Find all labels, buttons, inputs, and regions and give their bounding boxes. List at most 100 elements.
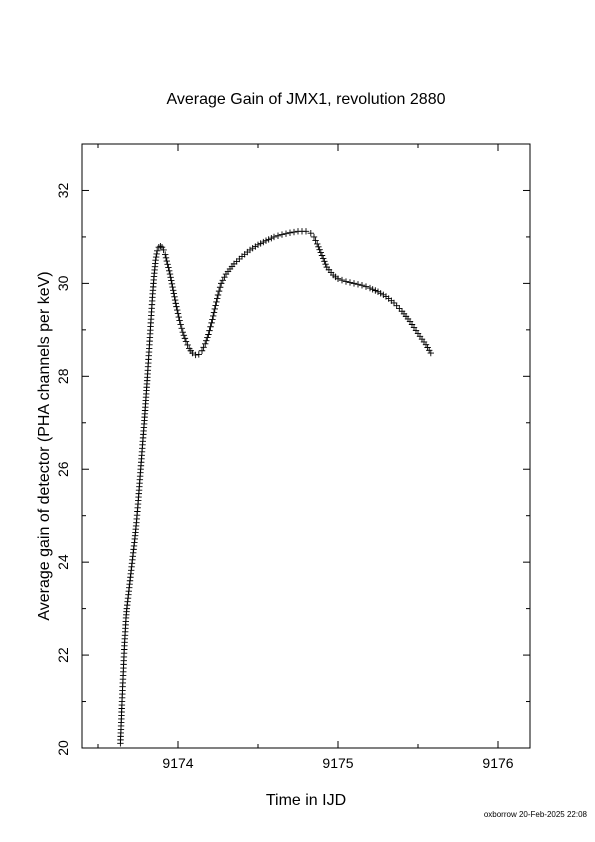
data-point	[214, 291, 222, 299]
data-point	[174, 310, 182, 317]
data-point	[377, 290, 384, 297]
data-point	[310, 233, 318, 241]
data-point	[302, 228, 310, 235]
footer-timestamp: oxborrow 20-Feb-2025 22:08	[484, 810, 588, 819]
data-point	[182, 338, 190, 345]
data-point	[174, 306, 181, 314]
data-point	[312, 237, 319, 244]
data-point	[180, 332, 188, 339]
data-point	[426, 347, 433, 354]
data-point	[162, 251, 169, 258]
data-point	[202, 340, 209, 347]
data-point	[178, 325, 185, 332]
data-point	[315, 243, 322, 250]
data-point	[210, 312, 217, 320]
y-tick-label: 30	[55, 275, 71, 291]
data-point	[322, 261, 329, 268]
data-point	[192, 351, 199, 359]
data-point	[177, 321, 184, 328]
data-point	[153, 250, 160, 258]
data-point	[338, 276, 346, 284]
x-tick-label: 9175	[322, 755, 353, 771]
data-point	[286, 229, 294, 236]
data-point	[166, 270, 174, 278]
y-axis-label: Average gain of detector (PHA channels p…	[36, 271, 53, 620]
data-point	[350, 280, 358, 287]
data-point	[205, 331, 212, 338]
data-point	[218, 280, 225, 287]
data-point	[369, 286, 376, 293]
data-point	[172, 300, 179, 307]
data-point	[181, 335, 189, 342]
data-point	[160, 246, 167, 254]
data-point	[274, 232, 282, 239]
data-point	[282, 230, 290, 237]
y-tick-label: 32	[55, 182, 71, 198]
data-point	[152, 253, 160, 261]
data-point	[372, 287, 379, 294]
data-point	[321, 258, 328, 265]
data-point	[203, 337, 210, 344]
data-point	[219, 277, 226, 284]
data-point	[262, 237, 270, 244]
data-point	[390, 299, 398, 307]
y-tick-label: 24	[55, 554, 71, 570]
y-tick-label: 26	[55, 461, 71, 477]
data-point	[260, 238, 267, 246]
data-point	[207, 323, 214, 330]
data-point	[393, 302, 400, 309]
data-point	[314, 240, 321, 248]
data-point	[165, 264, 172, 271]
chart-title: Average Gain of JMX1, revolution 2880	[167, 91, 446, 108]
axis-ticks: 9174 9175 9176 20 22 24 26 28 30 32	[55, 144, 530, 771]
data-point	[278, 231, 286, 238]
data-point	[318, 252, 326, 259]
data-point	[290, 228, 298, 236]
data-point	[200, 344, 207, 351]
y-tick-label: 28	[55, 368, 71, 384]
x-axis-label: Time in IJD	[266, 792, 346, 809]
data-point	[169, 283, 176, 291]
data-point	[334, 275, 342, 282]
data-point	[358, 282, 366, 289]
data-point	[422, 341, 430, 348]
data-point	[171, 296, 179, 304]
data-point	[307, 230, 314, 237]
data-point	[257, 240, 264, 247]
y-tick-label: 22	[55, 647, 71, 663]
data-point	[268, 234, 275, 242]
data-point	[170, 290, 178, 297]
data-point	[167, 274, 174, 281]
data-point	[216, 284, 224, 291]
data-point	[195, 351, 202, 358]
data-points	[117, 228, 434, 747]
data-point	[171, 293, 178, 301]
data-point	[210, 309, 218, 316]
data-point	[342, 278, 350, 285]
data-point	[176, 317, 183, 324]
data-point	[163, 257, 170, 265]
data-point	[184, 341, 191, 349]
data-point	[317, 249, 324, 256]
data-point	[396, 305, 403, 312]
data-point	[168, 280, 176, 288]
x-tick-label: 9174	[162, 755, 193, 771]
data-point	[215, 287, 223, 295]
data-point	[346, 279, 354, 286]
data-point	[362, 283, 370, 290]
data-point	[162, 254, 170, 262]
x-tick-label: 9176	[482, 755, 513, 771]
data-point	[354, 281, 362, 288]
plot-frame	[81, 143, 531, 749]
data-point	[208, 319, 215, 327]
data-point	[157, 243, 164, 250]
data-point	[320, 255, 327, 262]
data-point	[427, 349, 434, 357]
data-point	[173, 303, 180, 310]
data-point	[211, 305, 218, 313]
data-point	[179, 328, 186, 336]
data-point	[175, 313, 182, 321]
data-point	[168, 277, 175, 284]
data-point	[265, 236, 272, 243]
data-point	[424, 344, 431, 351]
